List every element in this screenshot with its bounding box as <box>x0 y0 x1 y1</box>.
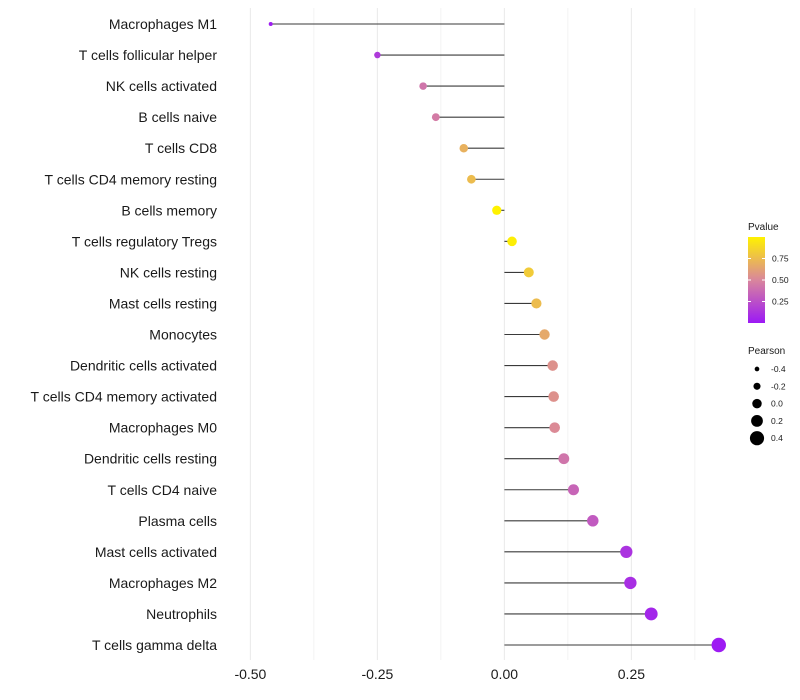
category-label: T cells CD4 naive <box>108 482 218 498</box>
legend-pvalue-label: 0.50 <box>772 275 789 285</box>
legend-pearson-label: 0.0 <box>771 399 783 409</box>
legend-pearson-dot <box>751 415 763 427</box>
category-label: T cells CD8 <box>145 140 217 156</box>
legend-pvalue-label: 0.75 <box>772 254 789 264</box>
lollipop-dot <box>644 607 658 621</box>
legend-pearson-label: 0.4 <box>771 433 783 443</box>
category-label: T cells follicular helper <box>79 47 218 63</box>
category-labels: Macrophages M1 T cells follicular helper N… <box>31 16 218 653</box>
legend-pearson-label: -0.2 <box>771 381 786 391</box>
lollipop-dot <box>548 391 559 402</box>
lollipop-dot <box>558 453 570 465</box>
x-tick-label: 0.25 <box>618 666 645 682</box>
lollipop-dot <box>523 267 534 278</box>
x-tick-label: 0.00 <box>491 666 518 682</box>
legend-pearson-dot <box>754 366 760 372</box>
category-label: T cells CD4 memory resting <box>45 171 217 187</box>
lollipop-dot <box>459 143 469 153</box>
category-label: NK cells activated <box>106 78 217 94</box>
lollipop-dot <box>467 174 476 184</box>
x-tick-label: -0.25 <box>361 666 393 682</box>
lollipop-dot <box>549 422 560 433</box>
lollipop-dot <box>587 515 599 527</box>
legend-pearson-label: 0.2 <box>771 416 783 426</box>
lollipop-dot <box>492 205 502 215</box>
dot-layer <box>268 22 726 653</box>
legend-pvalue-label: 0.25 <box>772 297 789 307</box>
category-label: T cells CD4 memory activated <box>31 389 217 405</box>
legend-pvalue-title: Pvalue <box>748 222 779 233</box>
grid-layer <box>249 8 696 660</box>
category-label: B cells naive <box>138 109 217 125</box>
lollipop-dot <box>547 360 558 371</box>
x-tick-label: -0.50 <box>234 666 266 682</box>
legend-pearson-dot <box>753 382 761 390</box>
legend-pearson-label: -0.4 <box>771 364 786 374</box>
legend-pearson: Pearson -0.4 -0.2 0.0 0.2 0.4 <box>748 346 786 446</box>
lollipop-dot <box>507 236 517 247</box>
category-label: Dendritic cells activated <box>70 358 217 374</box>
lollipop-dot <box>374 51 381 59</box>
category-label: Macrophages M0 <box>109 420 217 436</box>
x-tick-labels: -0.50 -0.25 0.00 0.25 <box>234 666 645 682</box>
category-label: Monocytes <box>149 327 217 343</box>
lollipop-dot <box>419 82 427 90</box>
lollipop-dot <box>431 113 440 122</box>
category-label: Mast cells resting <box>109 295 217 311</box>
category-label: Macrophages M2 <box>109 575 217 591</box>
legend-pearson-title: Pearson <box>748 346 785 357</box>
lollipop-dot <box>567 484 580 496</box>
legend-pvalue: Pvalue 0.75 0.50 0.25 <box>748 222 789 323</box>
legend-pvalue-colorbar <box>748 237 765 323</box>
category-label: Dendritic cells resting <box>84 451 217 467</box>
category-label: B cells memory <box>121 202 217 218</box>
lollipop-dot <box>268 22 273 26</box>
lollipop-dot <box>624 576 637 590</box>
category-label: NK cells resting <box>120 264 217 280</box>
lollipop-dot <box>711 637 726 653</box>
lollipop-dot <box>539 329 550 340</box>
category-label: T cells gamma delta <box>92 637 217 653</box>
category-label: Neutrophils <box>146 606 217 622</box>
category-label: Plasma cells <box>138 513 217 529</box>
category-label: T cells regulatory Tregs <box>72 233 217 249</box>
category-label: Mast cells activated <box>95 544 217 560</box>
category-label: Macrophages M1 <box>109 16 217 32</box>
stem-layer <box>270 23 719 646</box>
lollipop-dot <box>620 545 633 558</box>
lollipop-dot <box>531 298 542 309</box>
legend-pearson-dot <box>749 431 765 446</box>
legend-pearson-dot <box>752 398 762 409</box>
